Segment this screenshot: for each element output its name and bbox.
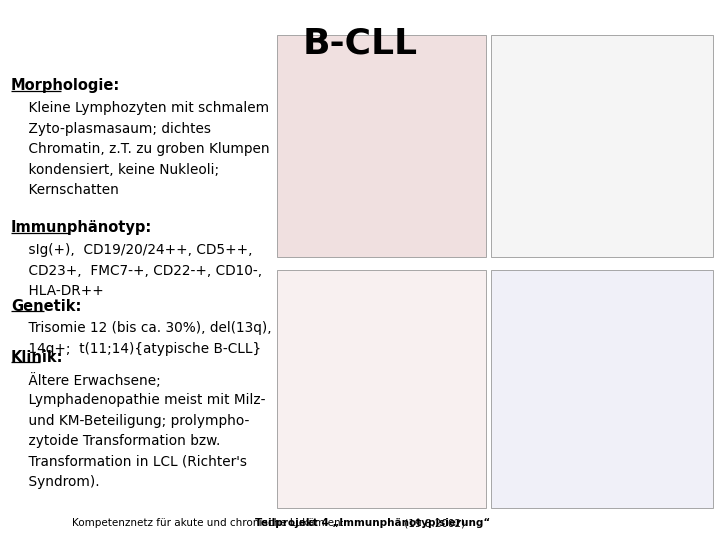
Text: zytoide Transformation bzw.: zytoide Transformation bzw. (11, 434, 220, 448)
Text: Teilprojekt 4 „Immunphänotypisierung“: Teilprojekt 4 „Immunphänotypisierung“ (256, 518, 491, 528)
Text: HLA-DR++: HLA-DR++ (11, 284, 104, 298)
Text: sIg(+),  CD19/20/24++, CD5++,: sIg(+), CD19/20/24++, CD5++, (11, 243, 252, 257)
Text: CD23+,  FMC7-+, CD22-+, CD10-,: CD23+, FMC7-+, CD22-+, CD10-, (11, 264, 262, 278)
Text: Morphologie:: Morphologie: (11, 78, 120, 93)
Text: Lymphadenopathie meist mit Milz-: Lymphadenopathie meist mit Milz- (11, 393, 265, 407)
Text: Kleine Lymphozyten mit schmalem: Kleine Lymphozyten mit schmalem (11, 101, 269, 115)
Text: Trisomie 12 (bis ca. 30%), del(13q),: Trisomie 12 (bis ca. 30%), del(13q), (11, 321, 271, 335)
Text: (19.8.2002): (19.8.2002) (401, 518, 465, 528)
FancyBboxPatch shape (277, 35, 486, 256)
Text: Klinik:: Klinik: (11, 350, 63, 365)
Text: und KM-Beteiligung; prolympho-: und KM-Beteiligung; prolympho- (11, 414, 249, 428)
Text: 14q+;  t(11;14){atypische B-CLL}: 14q+; t(11;14){atypische B-CLL} (11, 342, 261, 356)
Text: Ältere Erwachsene;: Ältere Erwachsene; (11, 373, 161, 388)
Text: Transformation in LCL (Richter's: Transformation in LCL (Richter's (11, 455, 247, 469)
Text: Chromatin, z.T. zu groben Klumpen: Chromatin, z.T. zu groben Klumpen (11, 142, 269, 156)
Text: Immunphänotyp:: Immunphänotyp: (11, 220, 152, 235)
FancyBboxPatch shape (491, 35, 713, 256)
Text: Genetik:: Genetik: (11, 299, 81, 314)
FancyBboxPatch shape (491, 270, 713, 508)
Text: Kernschatten: Kernschatten (11, 183, 119, 197)
Text: kondensiert, keine Nukleoli;: kondensiert, keine Nukleoli; (11, 163, 219, 177)
Text: Kompetenznetz für akute und chronische Lukämien:: Kompetenznetz für akute und chronische L… (72, 518, 348, 528)
FancyBboxPatch shape (277, 270, 486, 508)
Text: B-CLL: B-CLL (302, 27, 418, 61)
Text: Zyto-plasmasaum; dichtes: Zyto-plasmasaum; dichtes (11, 122, 211, 136)
Text: Syndrom).: Syndrom). (11, 475, 99, 489)
